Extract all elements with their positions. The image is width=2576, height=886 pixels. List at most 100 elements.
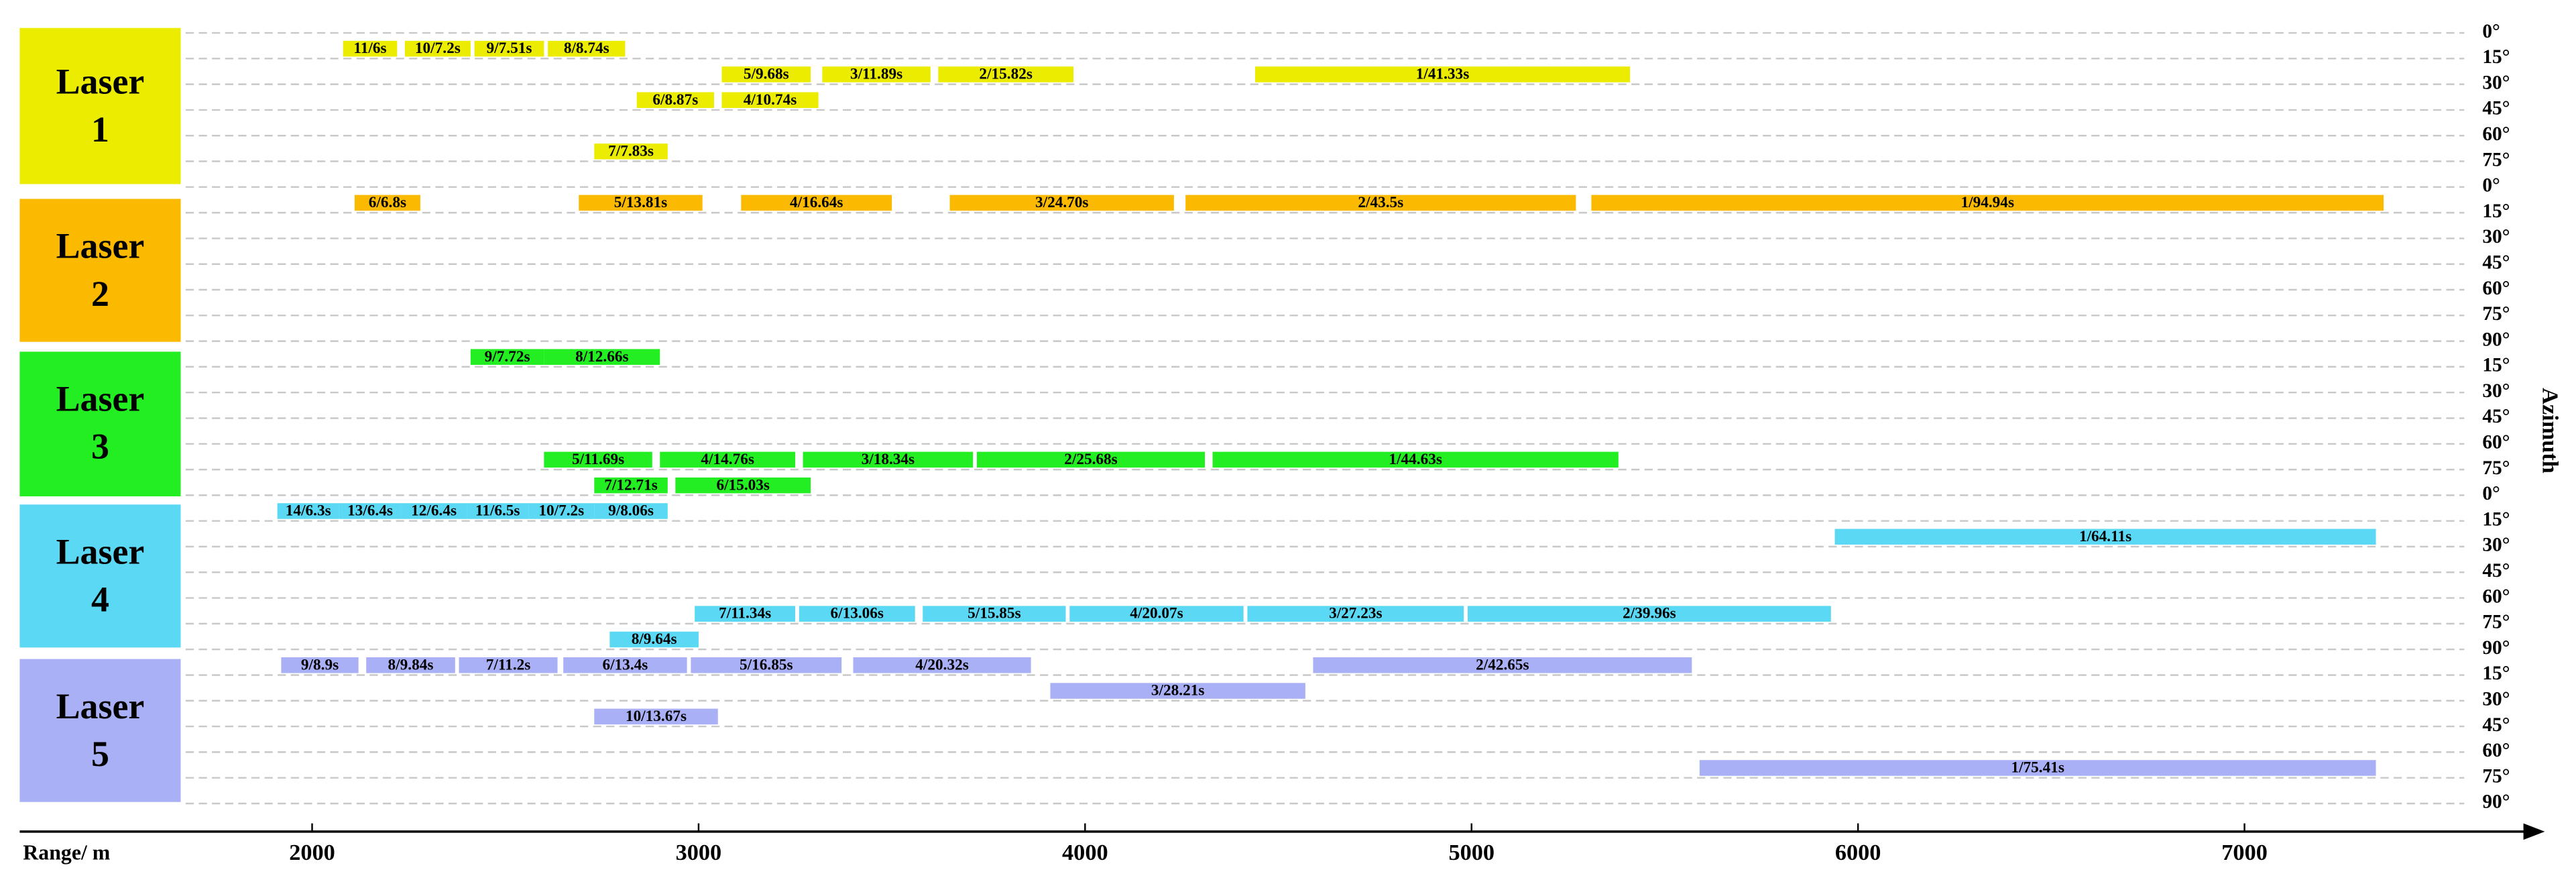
laser-box xyxy=(19,351,181,497)
bar xyxy=(544,349,660,365)
bar xyxy=(1834,529,2376,545)
bar xyxy=(1050,683,1305,699)
bar-label: 10/7.2s xyxy=(415,40,461,57)
bar xyxy=(1467,606,1831,622)
bar xyxy=(938,66,1074,82)
bar xyxy=(594,503,668,519)
bar-label: 5/9.68s xyxy=(744,66,789,83)
laser-label: Laser 5 xyxy=(56,685,145,773)
laser-label: Laser 4 xyxy=(56,531,145,619)
bar-label: 4/16.64s xyxy=(790,194,843,211)
row-label: 30° xyxy=(2482,380,2510,402)
bar-label: 4/20.07s xyxy=(1130,605,1183,622)
laser-box xyxy=(19,199,181,342)
bar-label: 10/13.67s xyxy=(626,708,687,725)
row-label: 15° xyxy=(2482,355,2510,376)
row-label: 75° xyxy=(2482,457,2510,479)
bar xyxy=(741,195,892,211)
row-label: 45° xyxy=(2482,252,2510,273)
x-tick-label: 4000 xyxy=(1062,840,1108,865)
bar-label: 6/15.03s xyxy=(716,476,770,494)
row-label: 60° xyxy=(2482,278,2510,299)
laser-label-box: Laser 5 xyxy=(56,685,145,773)
bar xyxy=(853,657,1031,673)
laser-box xyxy=(19,504,181,648)
bar-label: 2/39.96s xyxy=(1623,605,1676,622)
bar-label: 3/27.23s xyxy=(1329,605,1383,622)
laser-label: Laser 1 xyxy=(56,60,145,149)
bar xyxy=(343,40,398,57)
row-label: 15° xyxy=(2482,201,2510,222)
x-tick-label: 6000 xyxy=(1835,840,1881,865)
bar xyxy=(1313,657,1692,673)
bar-label: 1/75.41s xyxy=(2011,759,2064,777)
bar xyxy=(459,657,558,673)
bar-label: 3/18.34s xyxy=(862,451,915,468)
laser-label-box: Laser 1 xyxy=(56,60,145,149)
bar-label: 9/7.72s xyxy=(485,348,530,366)
bar xyxy=(803,451,974,468)
bar xyxy=(579,195,703,211)
bar-label: 3/24.70s xyxy=(1035,194,1089,211)
bar-label: 8/9.64s xyxy=(632,630,677,648)
bar-label: 3/11.89s xyxy=(850,66,902,83)
bar xyxy=(822,66,931,82)
bar xyxy=(691,657,842,673)
bar xyxy=(594,708,718,725)
laser-box xyxy=(19,659,181,802)
row-label: 90° xyxy=(2482,637,2510,659)
bar xyxy=(594,144,668,160)
bar-label: 9/7.51s xyxy=(487,40,532,57)
bar-label: 3/28.21s xyxy=(1151,682,1205,700)
bar-label: 4/10.74s xyxy=(744,91,797,109)
bar xyxy=(636,92,714,108)
row-label: 90° xyxy=(2482,791,2510,813)
bar-label: 8/9.84s xyxy=(388,656,434,673)
row-label: 0° xyxy=(2482,175,2500,197)
bar-label: 8/12.66s xyxy=(575,348,628,366)
row-label: 60° xyxy=(2482,432,2510,453)
bar xyxy=(1212,451,1619,468)
bar-label: 6/13.4s xyxy=(602,656,648,673)
bar-label: 7/7.83s xyxy=(608,142,654,160)
bar xyxy=(544,451,652,468)
bar-label: 7/11.34s xyxy=(719,605,771,622)
laser-label: Laser 3 xyxy=(56,378,145,467)
bar xyxy=(470,349,544,365)
x-tick-label: 2000 xyxy=(289,840,335,865)
row-label: 15° xyxy=(2482,663,2510,684)
bar xyxy=(467,503,529,519)
bar xyxy=(660,451,796,468)
bar-label: 8/8.74s xyxy=(564,40,609,57)
bar xyxy=(1069,606,1244,622)
bar xyxy=(721,92,819,108)
row-label: 30° xyxy=(2482,535,2510,556)
bar xyxy=(609,631,699,648)
bar xyxy=(675,477,811,494)
bar-label: 1/64.11s xyxy=(2079,528,2131,545)
x-tick-label: 3000 xyxy=(676,840,722,865)
bar xyxy=(548,40,626,57)
bar xyxy=(721,66,811,82)
bar-label: 2/42.65s xyxy=(1476,656,1529,673)
bar xyxy=(1247,606,1464,622)
bar-label: 6/6.8s xyxy=(369,194,406,211)
bar-label: 1/94.94s xyxy=(1961,194,2014,211)
row-label: 0° xyxy=(2482,21,2500,42)
bar-label: 2/15.82s xyxy=(979,66,1033,83)
x-axis-arrow xyxy=(2523,823,2545,840)
row-label: 75° xyxy=(2482,612,2510,633)
bar-label: 1/41.33s xyxy=(1416,66,1470,83)
bar-label: 2/25.68s xyxy=(1064,451,1118,468)
bar-label: 9/8.06s xyxy=(608,502,654,520)
bar-label: 5/13.81s xyxy=(614,194,668,211)
bar-label: 13/6.4s xyxy=(347,502,393,520)
bar-label: 10/7.2s xyxy=(538,502,584,520)
laser-box xyxy=(19,27,181,184)
bar-label: 11/6s xyxy=(353,40,386,57)
bar-label: 12/6.4s xyxy=(411,502,457,520)
bar-label: 5/15.85s xyxy=(968,605,1021,622)
row-label: 75° xyxy=(2482,149,2510,170)
x-tick-label: 7000 xyxy=(2221,840,2268,865)
